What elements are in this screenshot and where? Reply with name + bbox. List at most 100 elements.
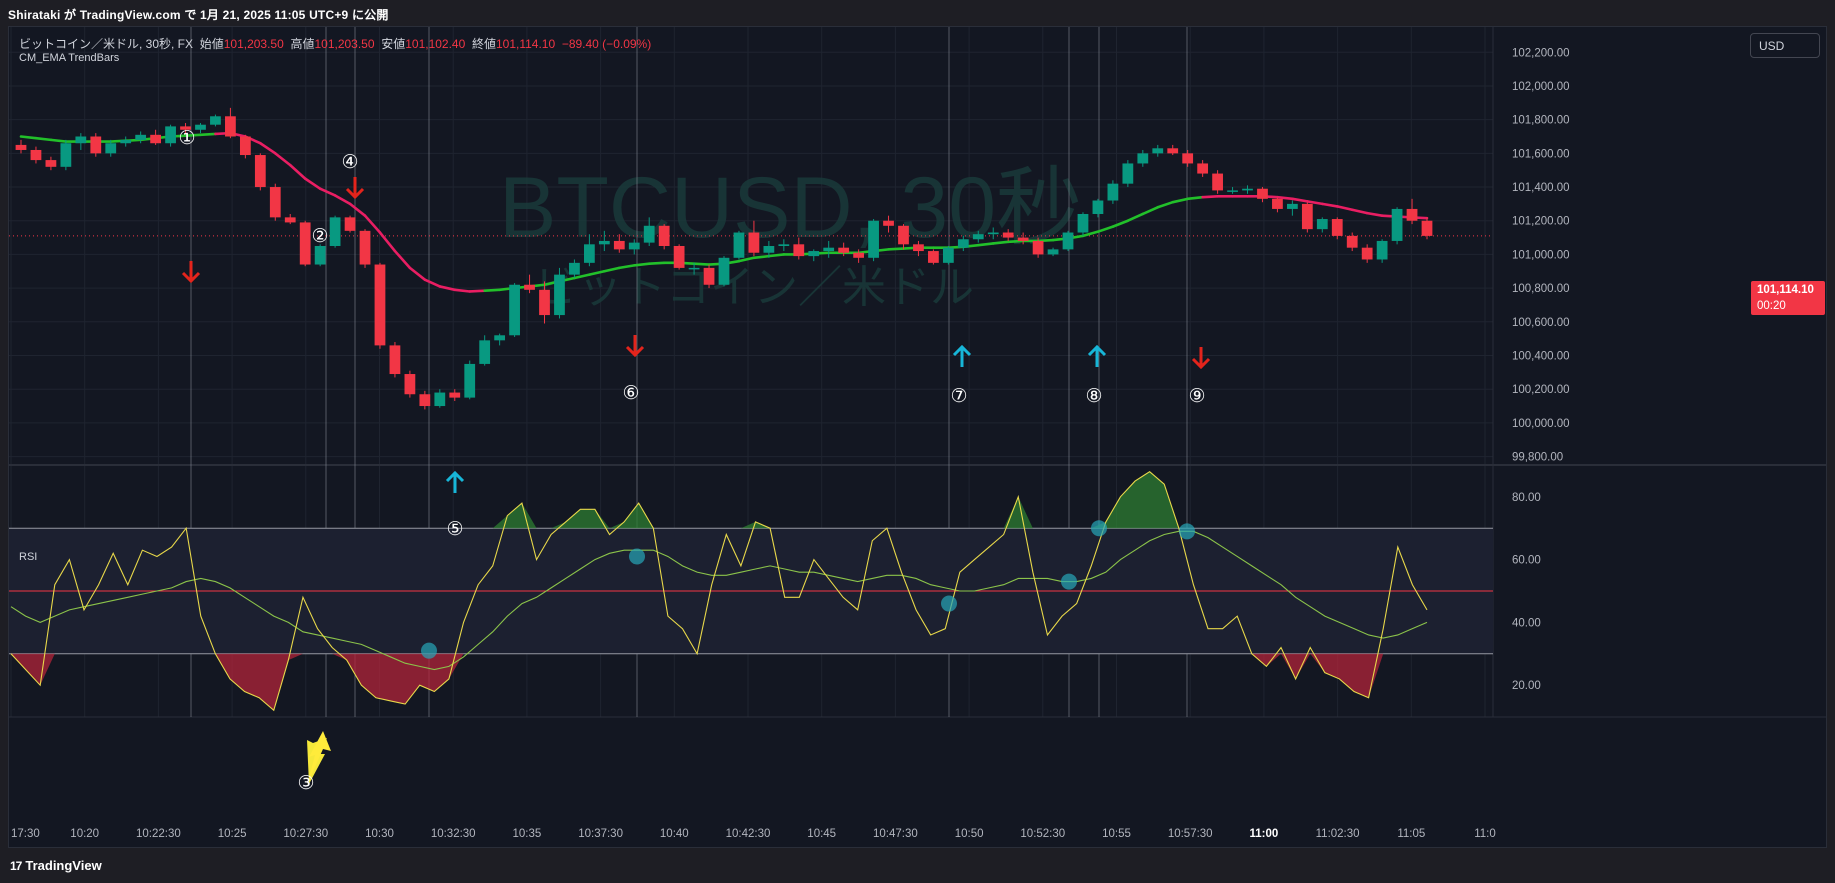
- candle-body: [434, 392, 446, 407]
- time-axis-label: 10:47:30: [873, 828, 918, 840]
- rsi-overbought-fill: [11, 471, 1427, 529]
- candle-body: [1002, 232, 1014, 238]
- price-axis-label: 100,800.00: [1512, 283, 1570, 295]
- annotation-label: ④: [341, 151, 358, 173]
- ema-segment: [737, 256, 756, 263]
- down-arrow-9-head: [1191, 357, 1211, 370]
- candle-body: [942, 247, 954, 263]
- candle-body: [1257, 188, 1268, 199]
- candle-body: [898, 225, 909, 245]
- time-axis-label: 11:05: [1397, 828, 1425, 840]
- candle-body: [539, 289, 550, 316]
- indicator-legend[interactable]: CM_EMA TrendBars: [19, 52, 120, 64]
- ema-segment: [1171, 197, 1189, 204]
- price-axis-label: 100,000.00: [1512, 418, 1570, 430]
- low-value: 101,102.40: [405, 37, 466, 51]
- candle-body: [45, 160, 57, 167]
- annotation-label: ⑥: [622, 382, 639, 404]
- candle-body: [1316, 219, 1328, 230]
- ema-segment: [1291, 197, 1309, 203]
- candle-body: [494, 335, 506, 341]
- time-axis-label: 17:30: [11, 828, 40, 840]
- chart-frame[interactable]: BTCUSD, 30秒 ビットコイン／米ドル ① ② ③ ④ ⑤ ⑥ ⑦ ⑧ ⑨ 102,200.00…: [8, 26, 1827, 848]
- candle-body: [823, 247, 835, 252]
- time-axis-label: 10:52:30: [1020, 828, 1065, 840]
- candle-body: [30, 149, 42, 161]
- candle-body: [299, 222, 311, 265]
- time-axis-label: 10:45: [807, 828, 836, 840]
- ema-segment: [378, 231, 397, 253]
- down-arrow-6-head: [625, 345, 645, 358]
- candle-body: [1062, 232, 1074, 250]
- candle-body: [913, 244, 924, 252]
- candle-body: [838, 247, 850, 253]
- ema-segment: [887, 247, 905, 251]
- candle-body: [1421, 220, 1433, 236]
- ema-segment: [199, 132, 217, 137]
- down-arrow-1: [181, 261, 201, 284]
- candle-body: [733, 232, 745, 258]
- ema-segment: [588, 269, 606, 276]
- currency-button[interactable]: USD: [1750, 33, 1820, 58]
- ema-segment: [573, 273, 591, 280]
- ema-segment: [1306, 200, 1324, 206]
- annotation-label: ⑤: [446, 518, 463, 540]
- price-axis-label: 101,400.00: [1512, 182, 1570, 194]
- annotation-label: ⑦: [950, 385, 967, 407]
- up-arrow-7: [952, 344, 972, 367]
- candle-body: [598, 240, 610, 245]
- candle-body: [763, 246, 775, 253]
- price-axis-label: 101,800.00: [1512, 115, 1570, 127]
- candle-body: [524, 284, 535, 290]
- ema-segment: [303, 177, 322, 191]
- ema-segment: [647, 261, 666, 265]
- ema-segment: [333, 194, 352, 206]
- candle-body: [1182, 153, 1194, 164]
- candle-body: [239, 136, 251, 156]
- time-axis-label: 10:27:30: [283, 828, 328, 840]
- candle-body: [210, 116, 221, 125]
- candle-body: [60, 143, 72, 167]
- candle-body: [1361, 247, 1373, 260]
- rsi-axis-label: 60.00: [1512, 555, 1541, 567]
- ema-segment: [1141, 205, 1160, 216]
- ema-segment: [752, 254, 771, 260]
- up-arrow-7-head: [952, 344, 972, 357]
- candle-body: [284, 217, 296, 223]
- candle-body: [90, 136, 102, 154]
- symbol-label[interactable]: ビットコイン／米ドル, 30秒, FX: [19, 37, 194, 51]
- up-arrow-8-head: [1087, 344, 1107, 357]
- ema-segment: [603, 266, 621, 273]
- candle-body: [808, 251, 820, 257]
- candle-body: [1032, 240, 1044, 255]
- annotation-label: ⑨: [1188, 385, 1205, 407]
- candle-body: [853, 252, 865, 258]
- candle-body: [1272, 198, 1283, 209]
- time-axis-label: 10:42:30: [726, 828, 771, 840]
- rsi-pane-label[interactable]: RSI: [19, 551, 38, 563]
- candle-body: [344, 217, 356, 231]
- time-axis-label: 10:50: [955, 828, 984, 840]
- footer-bar: 17 TradingView: [0, 848, 1835, 883]
- candle-body: [135, 134, 147, 140]
- ema-segment: [991, 240, 1010, 245]
- ema-segment: [1350, 208, 1369, 215]
- tradingview-logo[interactable]: 17 TradingView: [10, 858, 102, 873]
- candle-body: [329, 217, 341, 246]
- publish-info: Shirataki が TradingView.com で 1月 21, 202…: [8, 8, 389, 22]
- ema-segment: [976, 242, 995, 247]
- candle-body: [1107, 183, 1119, 201]
- time-axis-label: 10:25: [218, 828, 247, 840]
- time-axis-label: 11:0: [1474, 828, 1496, 840]
- tv-logo-icon: 17: [10, 858, 22, 873]
- chart-background: [9, 27, 1826, 847]
- candle-body: [449, 392, 461, 398]
- price-axis-label: 102,000.00: [1512, 81, 1570, 93]
- up-arrow-8: [1087, 344, 1107, 367]
- candle-body: [613, 240, 625, 250]
- candle-body: [225, 116, 236, 137]
- highlight-arrow-head-icon: [307, 731, 331, 785]
- candle-body: [314, 246, 326, 265]
- ema-segment: [453, 288, 472, 293]
